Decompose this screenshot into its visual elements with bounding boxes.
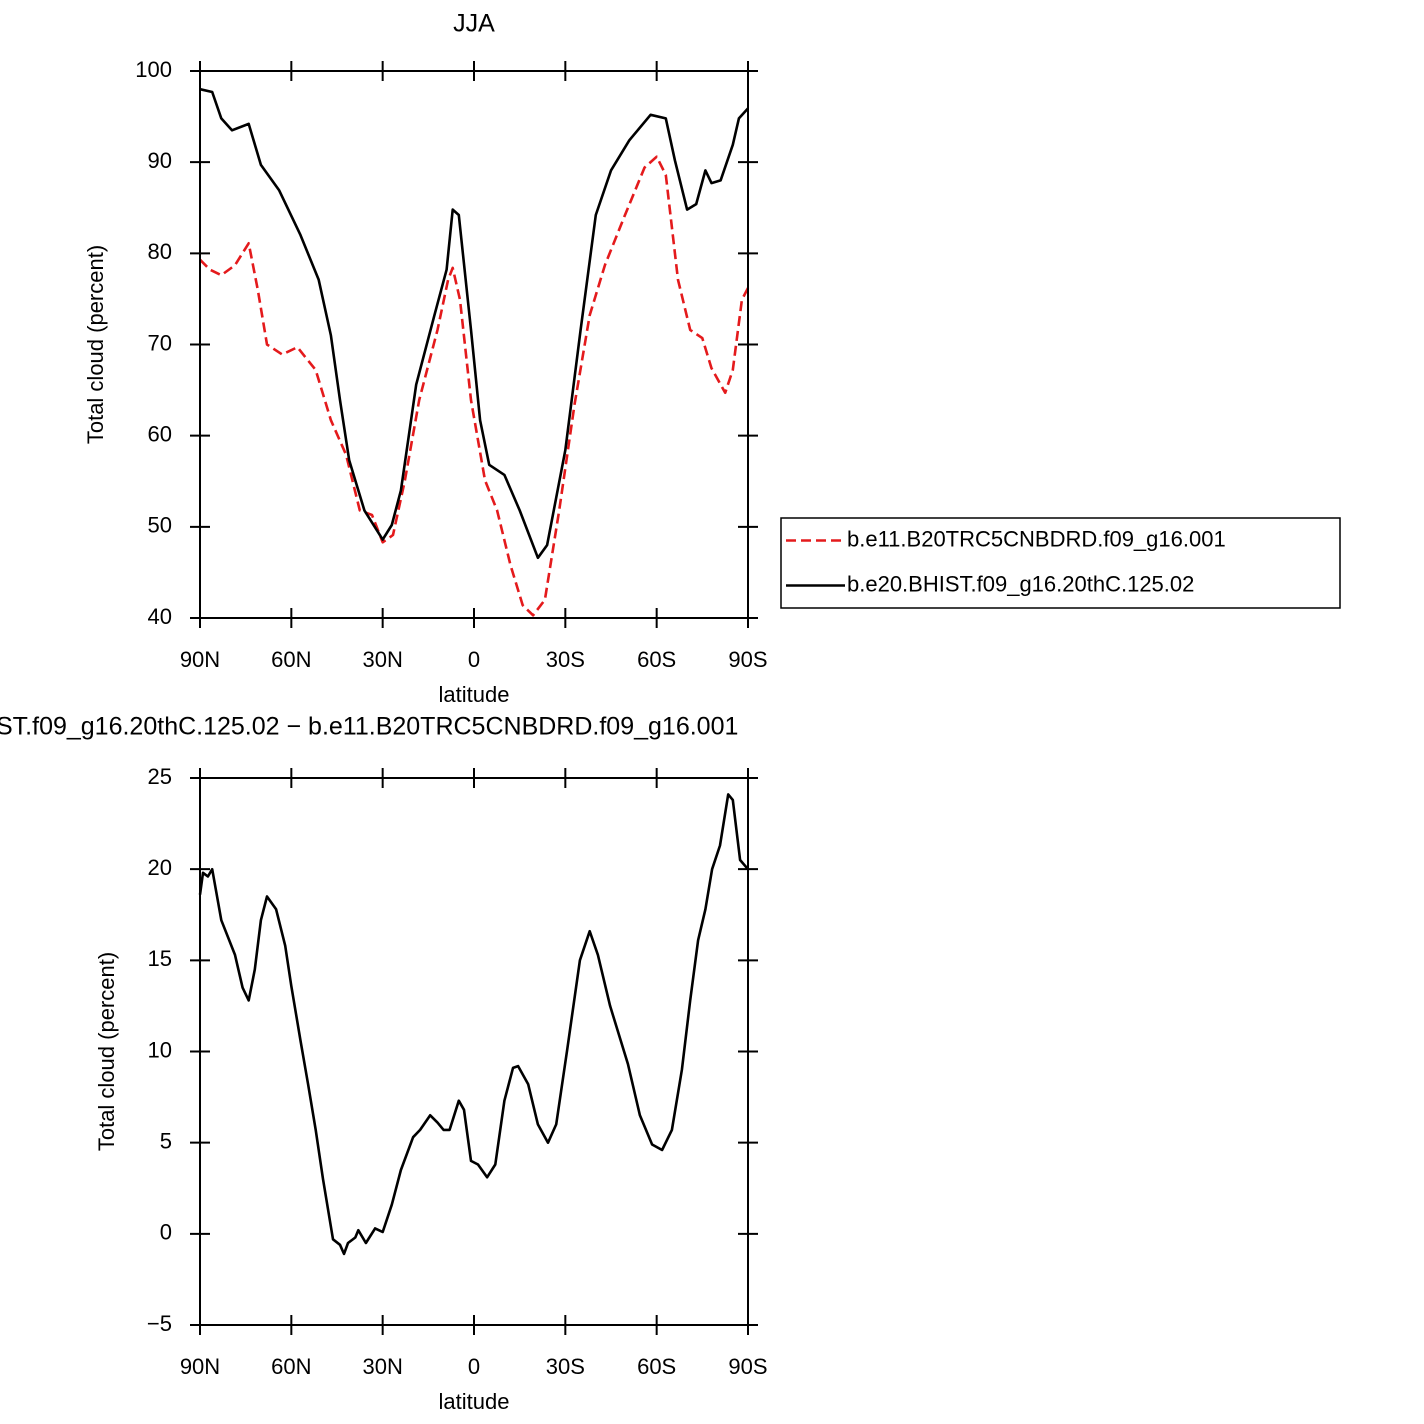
chart-title: JJA <box>453 10 495 38</box>
y-tick-label: 100 <box>135 57 172 82</box>
y-tick-label: 80 <box>148 239 172 264</box>
y-tick-label: 40 <box>148 604 172 629</box>
plot-frame <box>199 777 749 1326</box>
x-tick-label: 0 <box>468 1354 480 1379</box>
data-line <box>199 155 750 617</box>
y-tick-label: −5 <box>147 1311 172 1336</box>
x-tick-label: 30S <box>546 647 585 672</box>
y-tick-label: 20 <box>148 855 172 880</box>
y-tick-label: 10 <box>148 1037 172 1062</box>
data-line <box>199 87 749 560</box>
x-tick-label: 90N <box>180 647 220 672</box>
y-tick-label: 60 <box>148 421 172 446</box>
x-tick-label: 30S <box>546 1354 585 1379</box>
x-tick-label: 90N <box>180 1354 220 1379</box>
y-tick-label: 15 <box>148 946 172 971</box>
y-tick-label: 50 <box>148 513 172 538</box>
y-tick-label: 5 <box>160 1128 172 1153</box>
x-tick-label: 60N <box>271 1354 311 1379</box>
x-tick-label: 30N <box>362 647 402 672</box>
x-tick-label: 30N <box>362 1354 402 1379</box>
y-tick-label: 90 <box>148 148 172 173</box>
x-tick-label: 90S <box>728 647 767 672</box>
y-axis-label: Total cloud (percent) <box>94 952 119 1151</box>
x-tick-label: 0 <box>468 647 480 672</box>
x-tick-label: 60S <box>637 1354 676 1379</box>
x-axis-label: latitude <box>439 682 510 707</box>
plot-frame <box>199 70 749 619</box>
legend-box <box>780 517 1341 609</box>
data-line <box>198 793 749 1256</box>
chart-title: ST.f09_g16.20thC.125.02 − b.e11.B20TRC5C… <box>0 713 738 741</box>
x-tick-label: 60N <box>271 647 311 672</box>
y-tick-label: 25 <box>148 764 172 789</box>
y-axis-label: Total cloud (percent) <box>83 245 108 444</box>
y-tick-label: 70 <box>148 330 172 355</box>
legend-label: b.e20.BHIST.f09_g16.20thC.125.02 <box>847 571 1194 596</box>
x-tick-label: 90S <box>728 1354 767 1379</box>
y-tick-label: 0 <box>160 1220 172 1245</box>
x-tick-label: 60S <box>637 647 676 672</box>
legend-label: b.e11.B20TRC5CNBDRD.f09_g16.001 <box>847 526 1226 551</box>
x-axis-label: latitude <box>439 1389 510 1414</box>
